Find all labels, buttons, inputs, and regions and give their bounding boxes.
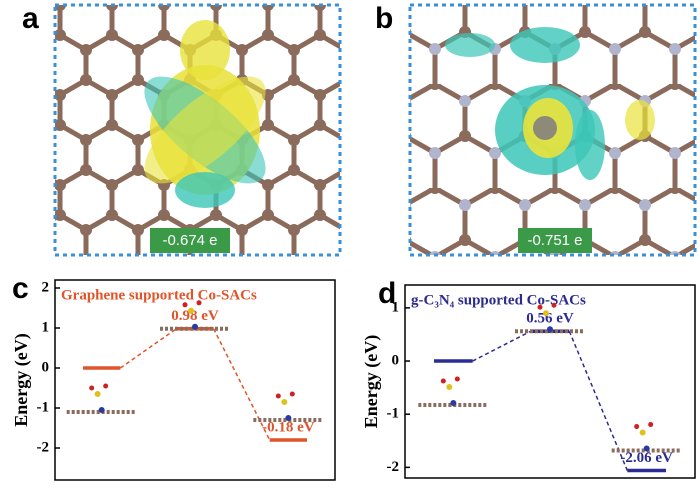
y-tick-label: -2 (37, 439, 50, 455)
value-label: 0.56 eV (526, 311, 574, 327)
value-label: -0.18 eV (262, 419, 315, 435)
atom (551, 302, 557, 308)
atom (634, 424, 640, 430)
atom (537, 304, 543, 310)
y-tick-label: 0 (392, 352, 400, 368)
annotation: -0.751 e (527, 232, 582, 249)
y-tick-label: 1 (392, 299, 400, 315)
atom (103, 383, 109, 389)
panel-label: c (12, 272, 29, 305)
value-label: 0.98 eV (171, 308, 219, 324)
atom (182, 302, 188, 308)
atom (543, 310, 549, 317)
atom (643, 445, 650, 452)
y-tick-label: -1 (37, 399, 50, 415)
atom (89, 385, 95, 391)
atom (94, 391, 101, 397)
atom (98, 407, 105, 413)
panel-frame (408, 3, 697, 257)
atom (196, 300, 202, 306)
y-tick-label: 0 (42, 359, 50, 375)
atom (454, 376, 460, 382)
connector (119, 328, 177, 369)
atom (547, 326, 553, 333)
atom (648, 422, 654, 428)
atom (533, 116, 557, 140)
panel-a: -0.674 e a (22, 2, 342, 257)
y-axis-label: Energy (eV) (11, 333, 32, 426)
y-tick-label: -2 (387, 459, 400, 475)
plot-frame (404, 284, 696, 479)
panel-frame (53, 3, 342, 257)
y-tick-label: -1 (387, 406, 400, 422)
density-blob (510, 27, 580, 63)
panel-b: -0.751 e b (375, 2, 697, 257)
density-blob (144, 76, 266, 184)
annotation-box (150, 228, 230, 253)
atom (289, 391, 295, 397)
atom (281, 399, 288, 405)
atom (639, 429, 646, 436)
chart-title: g-C₃N₄ supported Co-SACs (411, 292, 586, 308)
atom (285, 415, 292, 421)
density-blob (175, 172, 235, 208)
atom (450, 400, 457, 407)
annotation: -0.674 e (162, 232, 217, 249)
atom (188, 307, 194, 314)
annotation-box (518, 228, 592, 253)
density-blob (575, 110, 605, 180)
density-blob (180, 20, 230, 80)
atom (192, 323, 198, 330)
atom (275, 393, 281, 399)
panel-label: b (375, 2, 393, 35)
chart-title: Graphene supported Co-SACs (61, 287, 257, 303)
atom (440, 378, 446, 384)
density-blob (625, 100, 655, 140)
panel-label: a (22, 2, 39, 35)
atom (446, 384, 453, 391)
panel-label: d (378, 277, 396, 310)
density-blob (445, 33, 495, 57)
connector (472, 330, 532, 362)
y-axis-label: Energy (eV) (361, 335, 382, 428)
y-tick-label: 1 (42, 319, 50, 335)
value-label: -2.06 eV (620, 450, 673, 466)
y-tick-label: 2 (42, 279, 50, 295)
plot-frame (54, 279, 336, 481)
